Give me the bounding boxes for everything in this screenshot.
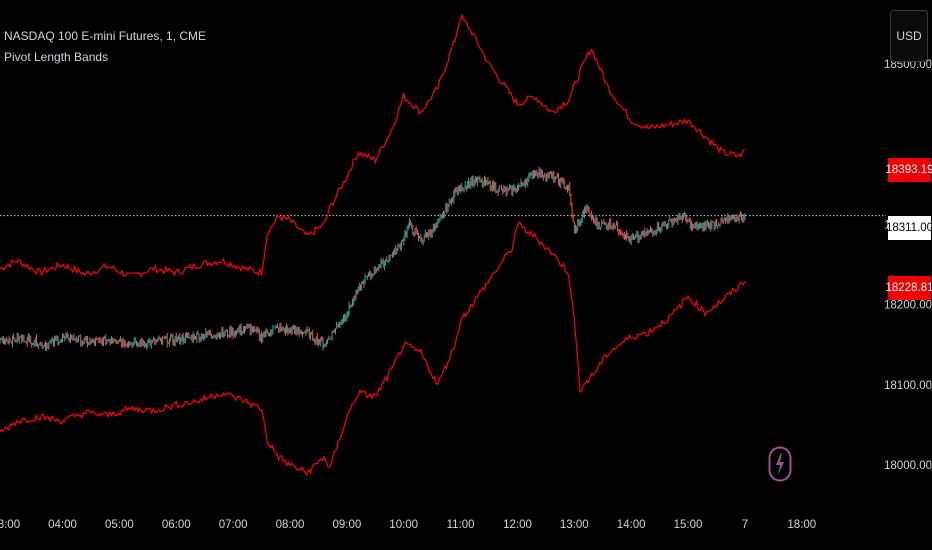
y-tick-label: 18200.00 [884,300,932,312]
x-tick-label: 04:00 [48,519,77,531]
x-tick-label: 09:00 [333,519,362,531]
indicator-title[interactable]: Pivot Length Bands [4,50,109,64]
y-tick-label: 18100.00 [884,380,932,392]
x-tick-label: 11:00 [447,519,475,531]
last-price: 18311.00 [885,222,932,234]
x-tick-label: 07:00 [219,519,248,531]
lower-band-line [0,221,746,476]
x-tick-label: 05:00 [105,519,134,531]
chart-legend: NASDAQ 100 E-mini Futures, 1, CME Pivot … [4,26,206,68]
y-tick-label: 18000.00 [884,460,932,472]
upper-band-price: 18393.19 [885,164,932,176]
x-tick-label: 18:00 [787,519,816,531]
x-tick-label: 12:00 [503,519,532,531]
symbol-title[interactable]: NASDAQ 100 E-mini Futures, 1, CME [4,29,207,43]
lower-band-price-tag: 18228.81 [885,276,932,300]
x-tick-label: 13:00 [560,519,589,531]
x-tick-label: 14:00 [617,519,646,531]
y-tick-label: 18500.00 [884,59,932,71]
currency-button[interactable]: USD [890,10,928,62]
upper-band-price-tag: 18393.19 [885,158,932,182]
x-tick-label: 08:00 [276,519,305,531]
lightning-bolt-icon[interactable] [768,446,792,482]
x-tick-label: 10:00 [389,519,418,531]
currency-label: USD [896,29,922,43]
x-tick-label: 15:00 [674,519,703,531]
last-price-tag: 18311.00 [885,216,932,240]
lower-band-price: 18228.81 [885,282,932,294]
x-tick-label: 03:00 [0,519,20,531]
x-tick-label: 06:00 [162,519,191,531]
x-tick-label: 7 [742,519,748,531]
upper-band-line [0,13,745,278]
